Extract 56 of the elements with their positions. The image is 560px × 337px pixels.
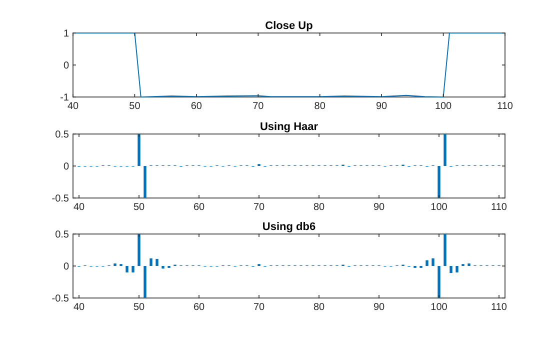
x-tick-label: 100 <box>430 302 448 313</box>
x-tick-label: 70 <box>253 202 265 213</box>
x-tick-label: 90 <box>373 302 385 313</box>
bar <box>432 258 434 266</box>
x-tick-label: 70 <box>253 302 265 313</box>
line-series <box>73 32 505 98</box>
x-tick-label: 110 <box>491 202 508 213</box>
y-tick-label: 0.5 <box>55 130 70 140</box>
x-tick-label: 80 <box>313 202 325 213</box>
y-tick-label: -0.5 <box>52 294 70 304</box>
y-tick-label: -1 <box>60 92 70 104</box>
x-tick-label: 50 <box>129 101 141 112</box>
chart-title: Using db6 <box>262 221 316 233</box>
x-tick-label: 50 <box>133 202 145 213</box>
bar <box>450 266 452 274</box>
x-tick-label: 110 <box>497 101 514 112</box>
bar <box>126 266 128 272</box>
bar <box>144 166 146 198</box>
bar <box>150 258 152 266</box>
bar <box>114 263 116 266</box>
y-tick-label: 1 <box>63 28 70 40</box>
x-tick-label: 40 <box>73 302 85 313</box>
x-tick-label: 40 <box>73 202 85 213</box>
bar <box>426 260 428 266</box>
x-tick-label: 60 <box>193 202 205 213</box>
x-tick-label: 90 <box>376 101 388 112</box>
bar <box>456 266 458 272</box>
bar <box>444 134 446 166</box>
y-tick-label: -0.5 <box>52 194 70 204</box>
x-tick-label: 40 <box>67 101 79 112</box>
x-tick-label: 60 <box>190 101 202 112</box>
x-tick-label: 80 <box>313 302 325 313</box>
bar <box>144 266 146 298</box>
y-tick-label: 0.5 <box>55 230 70 240</box>
x-tick-label: 110 <box>491 302 508 313</box>
x-tick-label: 100 <box>434 101 452 112</box>
bar <box>438 266 440 298</box>
bar <box>156 258 158 266</box>
bar <box>444 234 446 266</box>
bar <box>138 234 140 266</box>
bar <box>468 263 470 266</box>
x-tick-label: 70 <box>252 101 264 112</box>
bar <box>162 266 164 269</box>
y-tick-label: 0 <box>63 162 70 172</box>
x-tick-label: 50 <box>133 302 145 313</box>
chart-title: Close Up <box>265 20 314 32</box>
x-tick-label: 90 <box>373 202 385 213</box>
bar <box>138 134 140 166</box>
bar <box>132 266 134 272</box>
x-tick-label: 60 <box>193 302 205 313</box>
bar <box>438 166 440 198</box>
y-tick-label: 0 <box>63 262 70 272</box>
chart-title: Using Haar <box>260 121 319 133</box>
x-tick-label: 100 <box>430 202 448 213</box>
x-tick-label: 80 <box>314 101 326 112</box>
y-tick-label: 0 <box>63 60 70 72</box>
